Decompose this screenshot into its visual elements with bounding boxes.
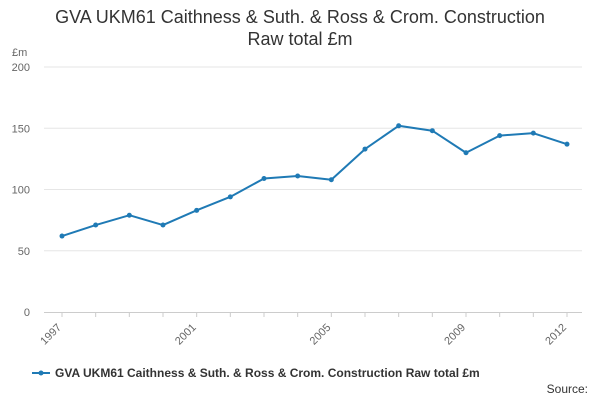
data-point-2012[interactable] bbox=[564, 141, 570, 147]
y-tick-label-150: 150 bbox=[12, 123, 30, 135]
data-point-2003[interactable] bbox=[261, 175, 267, 181]
y-tick-label-50: 50 bbox=[18, 246, 30, 258]
gridlines bbox=[44, 66, 582, 252]
y-tick-label-200: 200 bbox=[12, 62, 30, 74]
legend-label: GVA UKM61 Caithness & Suth. & Ross & Cro… bbox=[55, 366, 480, 380]
x-axis: 1997 2001 2005 2009 2012 bbox=[38, 312, 582, 347]
y-tick-label-100: 100 bbox=[12, 185, 30, 197]
data-point-2006[interactable] bbox=[362, 146, 368, 152]
x-tick-label-1997: 1997 bbox=[38, 322, 64, 348]
data-point-2008[interactable] bbox=[429, 128, 435, 134]
y-axis-unit-label: £m bbox=[12, 47, 27, 59]
x-tick-label-2012: 2012 bbox=[543, 322, 569, 348]
data-point-2011[interactable] bbox=[530, 130, 536, 136]
data-point-1999[interactable] bbox=[126, 212, 132, 218]
x-tick-label-2001: 2001 bbox=[173, 322, 199, 348]
series-group bbox=[59, 123, 570, 239]
data-point-2009[interactable] bbox=[463, 150, 469, 156]
data-point-1998[interactable] bbox=[93, 222, 99, 228]
series-line-0[interactable] bbox=[61, 124, 568, 238]
chart-title-line-2: Raw total £m bbox=[247, 29, 353, 49]
data-point-2007[interactable] bbox=[396, 123, 402, 129]
y-axis-tick-labels: 0 50 100 150 200 bbox=[12, 62, 30, 319]
chart-title: GVA UKM61 Caithness & Suth. & Ross & Cro… bbox=[0, 6, 600, 50]
data-point-2000[interactable] bbox=[160, 222, 166, 228]
data-point-2001[interactable] bbox=[194, 207, 200, 213]
data-point-2005[interactable] bbox=[328, 177, 334, 183]
data-point-2010[interactable] bbox=[497, 133, 503, 139]
data-point-1997[interactable] bbox=[59, 233, 65, 239]
x-tick-label-2009: 2009 bbox=[442, 322, 468, 348]
y-tick-label-0: 0 bbox=[24, 307, 30, 319]
x-tick-label-2005: 2005 bbox=[308, 322, 334, 348]
data-point-2002[interactable] bbox=[227, 194, 233, 200]
chart-title-line-1: GVA UKM61 Caithness & Suth. & Ross & Cro… bbox=[55, 7, 545, 27]
legend[interactable]: GVA UKM61 Caithness & Suth. & Ross & Cro… bbox=[32, 364, 480, 382]
source-label: Source: bbox=[546, 382, 588, 396]
legend-line-marker-icon bbox=[32, 370, 50, 376]
data-point-2004[interactable] bbox=[295, 173, 301, 179]
